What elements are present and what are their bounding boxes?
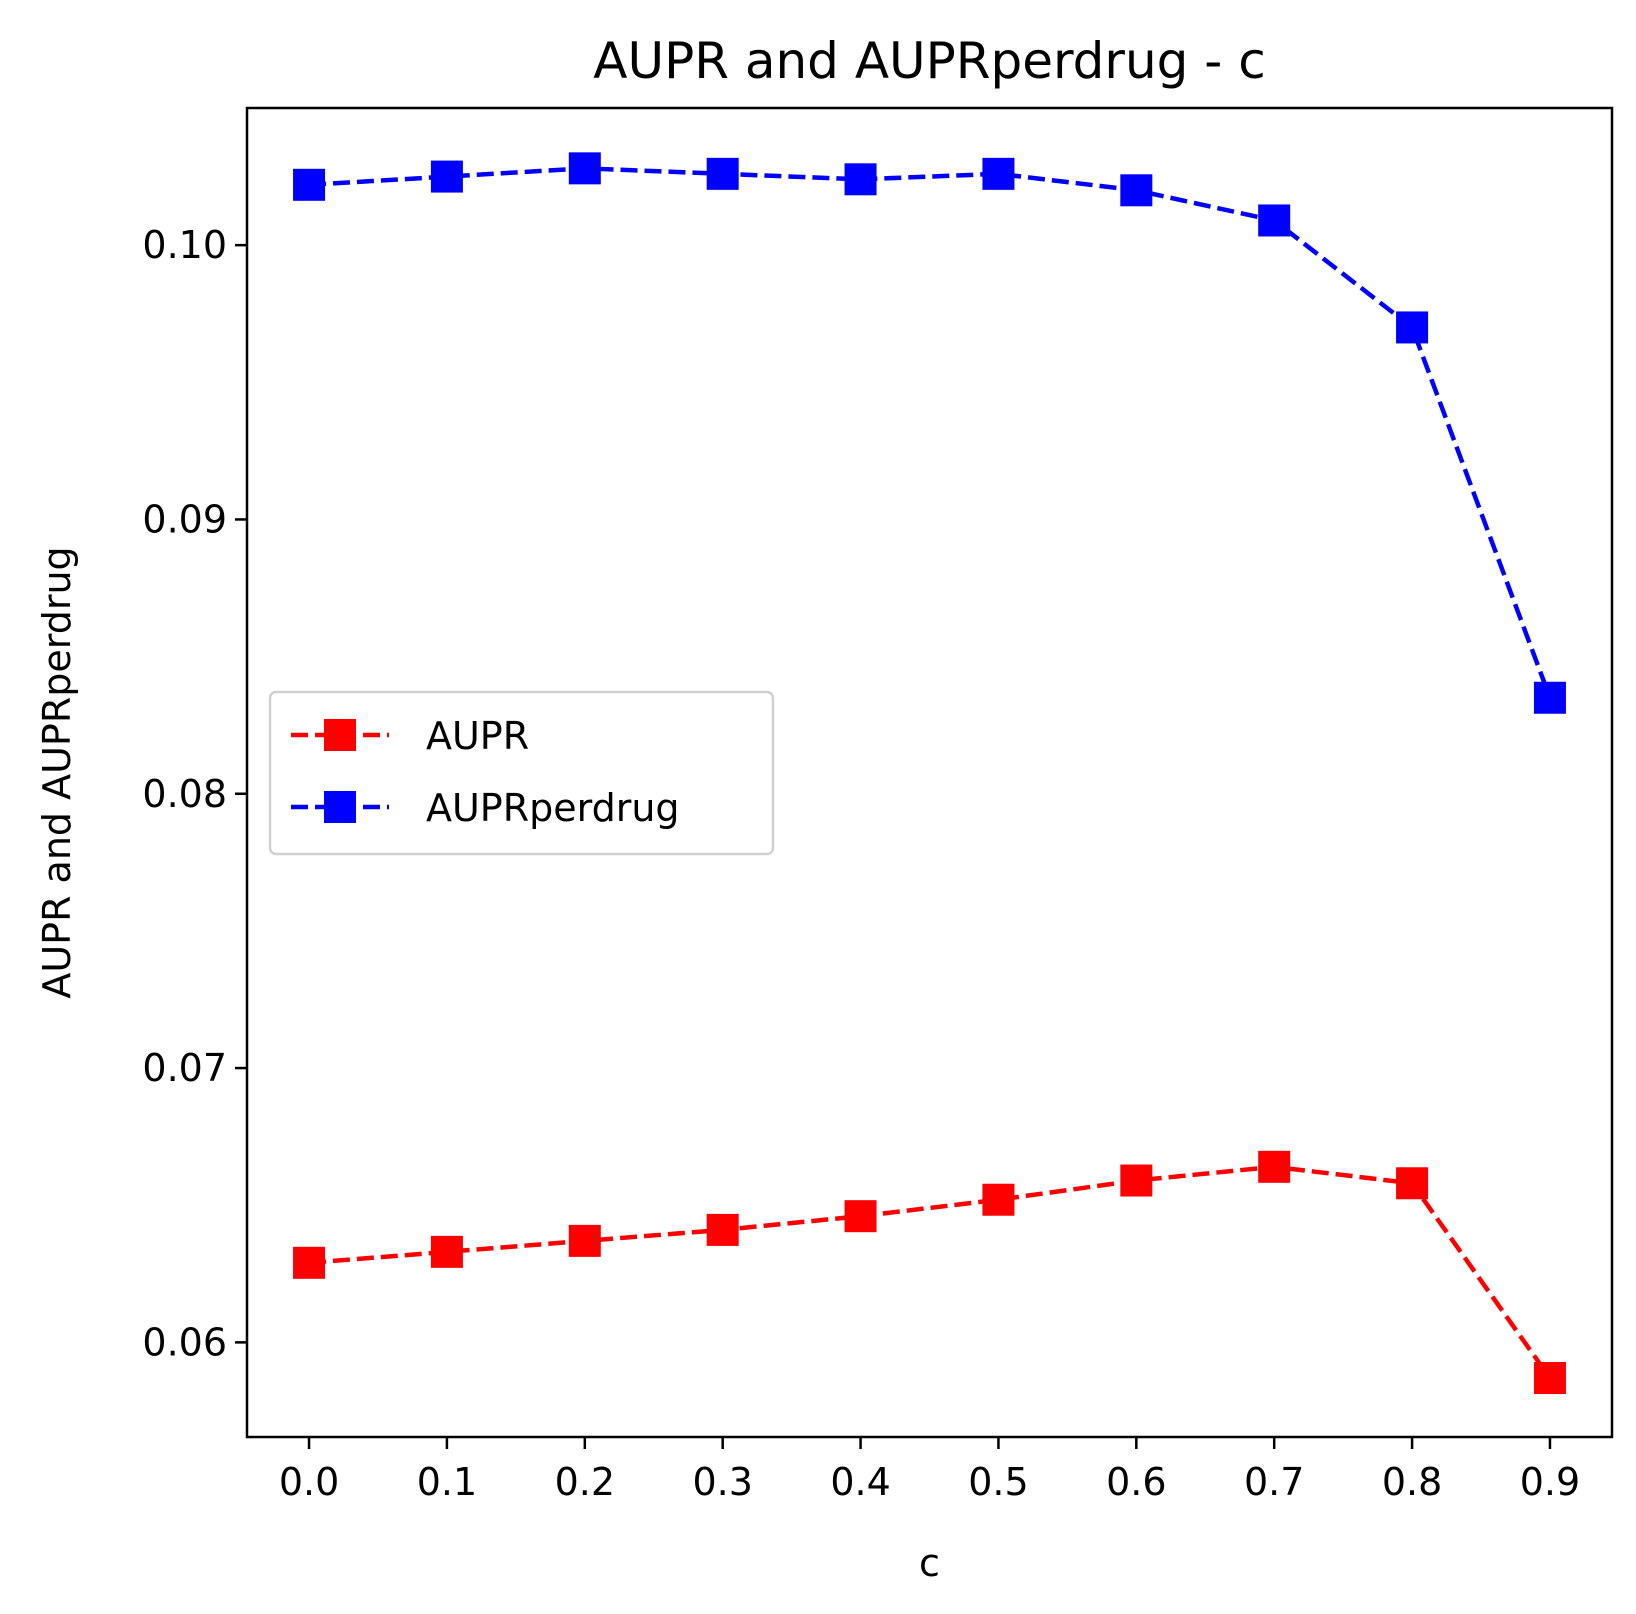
x-tick-label: 0.1 [417,1460,477,1504]
aupr-point [1120,1164,1153,1197]
auprperdrug-point [1258,204,1291,237]
x-tick-label: 0.9 [1520,1460,1580,1504]
x-axis-ticks: 0.0 0.1 0.2 0.3 0.4 0.5 0.6 0.7 0.8 0.9 [279,1437,1580,1504]
x-tick-label: 0.6 [1106,1460,1166,1504]
y-axis-label: AUPR and AUPRperdrug [35,546,79,998]
legend-auprperdrug-label: AUPRperdrug [426,786,680,830]
x-tick-label: 0.5 [968,1460,1028,1504]
legend-aupr-marker [324,719,356,751]
x-tick-label: 0.8 [1382,1460,1442,1504]
auprperdrug-point [982,157,1015,190]
aupr-series-line [308,1164,1552,1380]
y-tick-label: 0.07 [142,1046,227,1090]
auprperdrug-point [1120,174,1153,207]
aupr-point [568,1224,601,1257]
aupr-point [430,1235,463,1268]
chart-title: AUPR and AUPRperdrug - c [593,32,1265,90]
x-axis-label: c [919,1541,940,1585]
aupr-point [1396,1167,1429,1200]
y-tick-label: 0.09 [142,497,227,541]
y-tick-label: 0.10 [142,223,227,267]
y-tick-label: 0.06 [142,1320,227,1364]
plot-series [293,152,1566,1395]
plot-frame [245,106,1614,1439]
auprperdrug-point [844,163,877,196]
legend: AUPR AUPRperdrug [268,690,775,856]
auprperdrug-series-line [308,166,1553,699]
aupr-point [706,1213,739,1246]
aupr-point [293,1246,326,1279]
legend-aupr-label: AUPR [426,714,529,758]
auprperdrug-point [568,152,601,185]
auprperdrug-point [706,157,739,190]
y-tick-label: 0.08 [142,772,227,816]
aupr-point [982,1183,1015,1216]
x-tick-label: 0.3 [692,1460,752,1504]
y-axis-ticks: 0.06 0.07 0.08 0.09 0.10 [142,223,247,1364]
x-tick-label: 0.0 [279,1460,339,1504]
auprperdrug-point [293,168,326,201]
aupr-point [844,1200,877,1233]
x-tick-label: 0.2 [555,1460,615,1504]
auprperdrug-point [1533,681,1566,714]
x-tick-label: 0.4 [830,1460,890,1504]
legend-auprperdrug-marker [324,791,356,823]
x-tick-label: 0.7 [1244,1460,1304,1504]
auprperdrug-point [430,160,463,193]
aupr-point [1533,1362,1566,1395]
legend-box [268,690,775,856]
aupr-point [1258,1150,1291,1183]
auprperdrug-point [1396,311,1429,344]
